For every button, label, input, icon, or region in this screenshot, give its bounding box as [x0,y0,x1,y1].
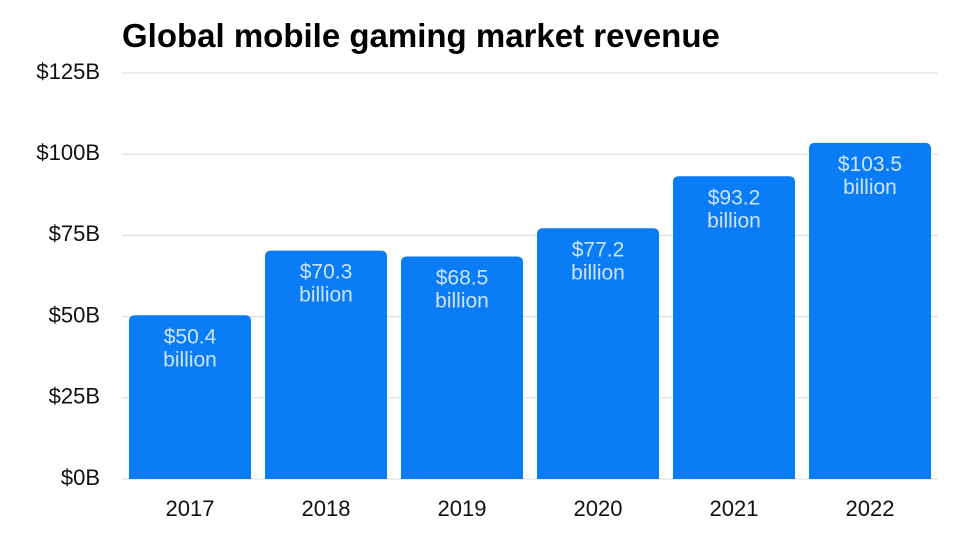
y-tick-label: $100B [36,140,100,165]
bar [129,315,251,479]
value-label: $50.4 billion [163,325,217,371]
value-label-line: $50.4 [164,325,217,348]
bar [265,250,387,479]
value-label: $68.5 billion [435,266,489,312]
x-tick-label: 2018 [302,496,351,521]
value-label-line: $103.5 [838,152,902,175]
value-label: $93.2 billion [707,186,761,232]
y-tick-label: $75B [49,221,100,246]
x-tick-label: 2020 [574,496,623,521]
value-label: $77.2 billion [571,238,625,284]
bar [673,176,795,479]
bar [537,228,659,479]
value-label-line: billion [707,209,761,232]
x-tick-label: 2021 [710,496,759,521]
value-label-line: billion [571,261,625,284]
y-tick-label: $50B [49,302,100,327]
x-tick-label: 2019 [438,496,487,521]
bar [809,142,931,479]
value-label: $103.5 billion [838,152,902,198]
x-tick-label: 2022 [846,496,895,521]
y-tick-label: $0B [61,465,100,490]
value-label-line: billion [843,175,897,198]
value-label-line: $68.5 [436,266,489,289]
value-label-line: billion [163,348,217,371]
value-label-line: $77.2 [572,238,625,261]
bar [401,256,523,479]
value-label-line: billion [435,289,489,312]
value-label-line: $93.2 [708,186,761,209]
value-label-line: $70.3 [300,260,353,283]
x-tick-label: 2017 [166,496,215,521]
y-tick-label: $25B [49,384,100,409]
y-tick-label: $125B [36,59,100,84]
value-label-line: billion [299,283,353,306]
value-label: $70.3 billion [299,260,353,306]
chart-title: Global mobile gaming market revenue [122,17,720,54]
